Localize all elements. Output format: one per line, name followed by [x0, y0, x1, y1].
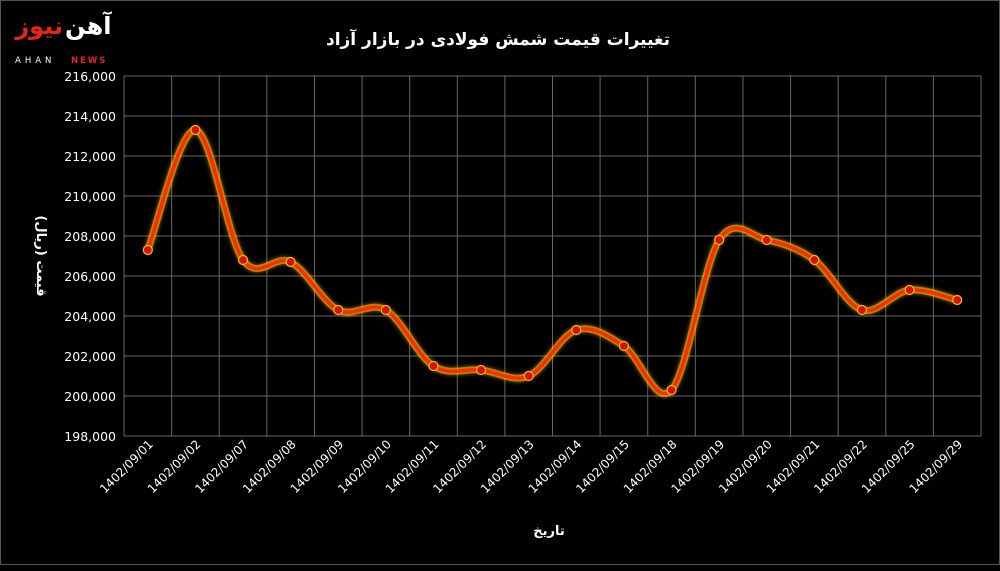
y-tick-label: 216,000: [64, 69, 116, 84]
chart-title: تغییرات قیمت شمش فولادی در بازار آزاد: [326, 28, 670, 50]
data-point: [237, 254, 249, 266]
y-tick-label: 208,000: [64, 229, 116, 244]
x-axis-ticks: 1402/09/011402/09/021402/09/071402/09/08…: [97, 437, 965, 496]
data-point: [190, 124, 201, 136]
chart-grid: [123, 75, 982, 437]
data-point: [571, 324, 582, 336]
y-tick-label: 210,000: [64, 189, 116, 204]
data-point: [714, 234, 725, 246]
data-point: [523, 370, 534, 382]
y-tick-label: 200,000: [64, 389, 116, 404]
logo-en-part1: AHAN: [15, 56, 55, 66]
data-point: [428, 360, 439, 372]
x-axis-label: تاریخ: [533, 524, 565, 539]
data-point: [904, 284, 915, 296]
data-point: [142, 244, 153, 256]
data-point: [618, 340, 630, 352]
y-axis-label: قیمت (ریال): [33, 215, 48, 296]
logo-fa-part2: نیوز: [14, 12, 63, 40]
data-point: [285, 256, 296, 268]
ahan-news-logo: نیوز آهن AHAN NEWS: [14, 11, 112, 66]
price-series: [142, 124, 963, 397]
data-point: [856, 304, 868, 316]
data-point: [809, 254, 820, 266]
data-point: [475, 364, 487, 376]
data-point: [952, 294, 963, 306]
y-tick-label: 214,000: [64, 109, 116, 124]
data-point: [666, 384, 677, 396]
y-tick-label: 202,000: [64, 349, 116, 364]
logo-en-part2: NEWS: [71, 56, 107, 66]
y-tick-label: 198,000: [64, 429, 116, 444]
y-axis-ticks: 198,000 200,000 202,000 204,000 206,000 208,0…: [64, 69, 116, 444]
y-tick-label: 206,000: [64, 269, 116, 284]
data-point: [761, 234, 772, 246]
y-tick-label: 212,000: [64, 149, 116, 164]
logo-fa-part1: آهن: [65, 11, 112, 40]
y-tick-label: 204,000: [64, 309, 116, 324]
data-point: [380, 304, 391, 316]
data-point: [333, 304, 344, 316]
